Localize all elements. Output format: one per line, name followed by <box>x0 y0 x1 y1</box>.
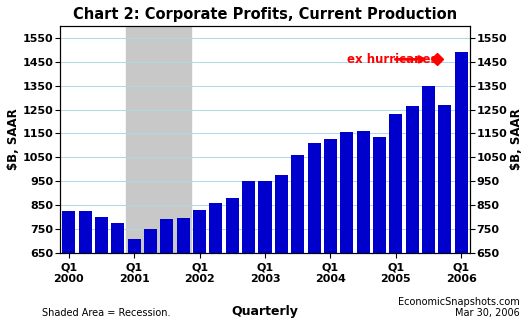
Y-axis label: $B, SAAR: $B, SAAR <box>7 108 20 170</box>
Bar <box>193 210 206 320</box>
Bar <box>111 223 125 320</box>
Text: Shaded Area = Recession.: Shaded Area = Recession. <box>42 308 171 318</box>
Bar <box>405 106 419 320</box>
Title: Chart 2: Corporate Profits, Current Production: Chart 2: Corporate Profits, Current Prod… <box>73 7 457 22</box>
Bar <box>455 52 467 320</box>
Bar <box>209 203 223 320</box>
Text: Quarterly: Quarterly <box>232 305 298 318</box>
Bar <box>226 198 239 320</box>
Bar <box>291 155 304 320</box>
Bar <box>95 217 108 320</box>
Bar <box>357 131 369 320</box>
Bar <box>373 137 386 320</box>
Bar <box>438 105 452 320</box>
Bar <box>389 114 402 320</box>
Bar <box>126 26 191 253</box>
Bar <box>307 143 321 320</box>
Bar <box>242 181 255 320</box>
Bar <box>422 86 435 320</box>
Bar <box>340 132 354 320</box>
Bar <box>128 239 141 320</box>
Bar <box>78 211 92 320</box>
Bar <box>176 218 190 320</box>
Text: EconomicSnapshots.com
Mar 30, 2006: EconomicSnapshots.com Mar 30, 2006 <box>398 297 519 318</box>
Bar <box>161 220 173 320</box>
Bar <box>259 181 271 320</box>
Bar <box>275 175 288 320</box>
Bar <box>63 211 75 320</box>
Y-axis label: $B, SAAR: $B, SAAR <box>510 108 523 170</box>
Bar <box>144 229 157 320</box>
Bar <box>324 140 337 320</box>
Text: ex hurricanes: ex hurricanes <box>347 53 437 66</box>
